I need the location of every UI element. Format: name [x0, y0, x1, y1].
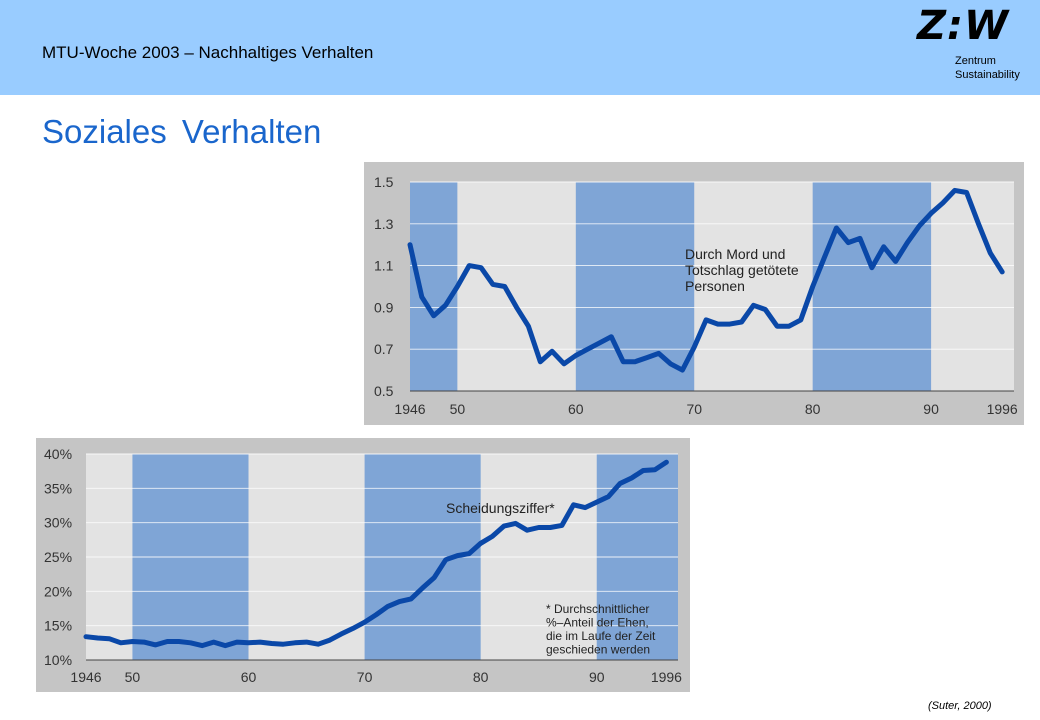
divorce-series-line: [83, 459, 669, 649]
divorce-footnote: geschieden werden: [546, 643, 650, 657]
divorce-x-tick-label: 1946: [70, 669, 101, 685]
divorce-y-tick-label: 30%: [44, 515, 72, 531]
homicide-shaded-period: [812, 182, 932, 391]
header-bar: MTU-Woche 2003 – Nachhaltiges Verhalten …: [0, 0, 1040, 95]
divorce-x-tick-label: 1996: [651, 669, 682, 685]
divorce-chart: 40% 35% 30% 25% 20% 15% 10% 1946 50 60 70 80 90 1996 S…: [36, 438, 690, 692]
divorce-x-tick-label: 50: [125, 669, 141, 685]
logo-sub-line-2: Sustainability: [955, 69, 1020, 81]
divorce-x-tick-label: 60: [241, 669, 257, 685]
divorce-footnote: * Durchschnittlicher: [546, 602, 649, 616]
homicide-x-tick-label: 50: [450, 401, 466, 417]
homicide-x-tick-label: 60: [568, 401, 584, 417]
homicide-series-line: [407, 187, 1005, 373]
homicide-x-tick-label: 90: [923, 401, 939, 417]
divorce-chart-svg: 40% 35% 30% 25% 20% 15% 10%1946 50 60 70 80 90 1996 S…: [44, 446, 682, 685]
homicide-y-tick-label: 1.1: [374, 258, 394, 274]
homicide-x-tick-label: 1946: [394, 401, 425, 417]
homicide-y-tick-label: 1.5: [374, 174, 394, 190]
divorce-footnote: %–Anteil der Ehen,: [546, 616, 649, 630]
divorce-x-tick-label: 70: [357, 669, 373, 685]
logo-sub-line-1: Zentrum: [955, 55, 996, 67]
homicide-x-tick-label: 1996: [987, 401, 1018, 417]
homicide-annotation: Totschlag getötete: [685, 262, 799, 278]
homicide-y-tick-label: 1.3: [374, 216, 394, 232]
citation: (Suter, 2000): [928, 700, 992, 712]
slide-title: Soziales Verhalten: [42, 113, 322, 150]
divorce-x-tick-label: 90: [589, 669, 605, 685]
zsw-logo: Z:W: [917, 3, 1010, 49]
homicide-chart: 1.5 1.3 1.1 0.9 0.7 0.5 1946 50 60 70 80 90 1996 Durc…: [364, 162, 1024, 425]
divorce-y-tick-label: 10%: [44, 652, 72, 668]
homicide-y-tick-label: 0.5: [374, 383, 394, 399]
divorce-y-tick-label: 35%: [44, 480, 72, 496]
logo-subtitle: Zentrum Sustainability: [955, 54, 1020, 82]
homicide-y-tick-label: 0.9: [374, 299, 394, 315]
divorce-y-tick-label: 15%: [44, 618, 72, 634]
divorce-y-tick-label: 20%: [44, 583, 72, 599]
homicide-x-tick-label: 80: [805, 401, 821, 417]
divorce-footnote: die im Laufe der Zeit: [546, 629, 656, 643]
presentation-title: MTU-Woche 2003 – Nachhaltiges Verhalten: [42, 43, 374, 62]
homicide-annotation: Personen: [685, 278, 745, 294]
homicide-y-tick-label: 0.7: [374, 341, 394, 357]
divorce-y-tick-label: 40%: [44, 446, 72, 462]
divorce-x-tick-label: 80: [473, 669, 489, 685]
divorce-y-tick-label: 25%: [44, 549, 72, 565]
homicide-shaded-period: [575, 182, 695, 391]
homicide-annotation: Durch Mord und: [685, 246, 785, 262]
divorce-annotation: Scheidungsziffer*: [446, 500, 555, 516]
homicide-x-tick-label: 70: [686, 401, 702, 417]
